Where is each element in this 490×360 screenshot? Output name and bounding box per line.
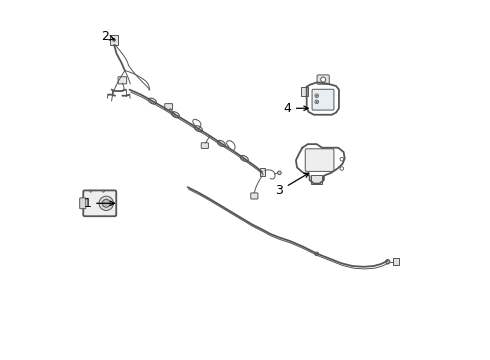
Circle shape (102, 199, 110, 207)
Circle shape (315, 100, 318, 104)
Circle shape (315, 252, 318, 256)
Circle shape (278, 171, 281, 175)
Circle shape (340, 167, 343, 170)
Circle shape (113, 39, 116, 41)
FancyBboxPatch shape (110, 36, 118, 45)
Circle shape (316, 101, 318, 103)
FancyBboxPatch shape (165, 104, 172, 110)
FancyBboxPatch shape (251, 193, 258, 199)
Circle shape (315, 94, 318, 98)
Text: 1: 1 (83, 197, 115, 210)
Circle shape (90, 190, 92, 192)
FancyBboxPatch shape (83, 190, 116, 216)
FancyBboxPatch shape (201, 143, 208, 148)
Circle shape (386, 260, 390, 264)
Circle shape (316, 95, 318, 96)
FancyBboxPatch shape (317, 75, 329, 84)
Text: 2: 2 (101, 30, 115, 43)
FancyBboxPatch shape (300, 87, 308, 96)
FancyBboxPatch shape (118, 77, 126, 84)
Circle shape (320, 77, 326, 82)
FancyBboxPatch shape (260, 168, 265, 176)
FancyBboxPatch shape (312, 89, 334, 110)
Text: 3: 3 (275, 173, 309, 197)
FancyBboxPatch shape (393, 258, 399, 265)
FancyBboxPatch shape (311, 175, 322, 184)
FancyBboxPatch shape (305, 149, 334, 171)
FancyBboxPatch shape (80, 198, 86, 209)
Circle shape (99, 196, 113, 211)
Circle shape (102, 190, 104, 192)
Circle shape (340, 157, 343, 161)
Text: 4: 4 (283, 102, 308, 115)
